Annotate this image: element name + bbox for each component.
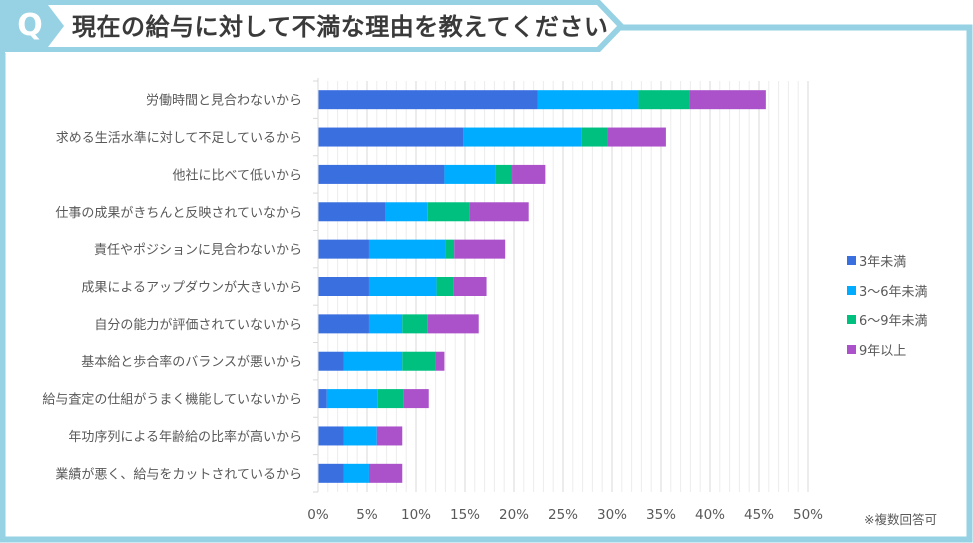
- bar-segment: [326, 389, 378, 409]
- category-label: 成果によるアップダウンが大きいから: [81, 281, 302, 296]
- bar-segment: [318, 389, 327, 409]
- bar-segment: [427, 202, 470, 222]
- x-tick-label: 10%: [401, 507, 431, 523]
- x-tick-label: 45%: [744, 507, 774, 523]
- category-labels: 労働時間と見合わないから求める生活水準に対して不足しているから他社に比べて低いか…: [42, 94, 302, 483]
- question-badge: Q: [17, 8, 43, 43]
- category-label: 他社に比べて低いから: [173, 167, 302, 183]
- category-label: 労働時間と見合わないから: [146, 94, 302, 109]
- bar-segment: [368, 463, 403, 483]
- legend-label: 3〜6年未満: [859, 284, 928, 300]
- category-label: 給与査定の仕組がうまく機能していないから: [42, 393, 302, 408]
- x-tick-label: 40%: [695, 507, 725, 523]
- bar-segment: [463, 127, 582, 147]
- legend: 3年未満 3〜6年未満 6〜9年未満 9年以上: [847, 246, 928, 364]
- legend-swatch: [847, 285, 856, 295]
- bar-segment: [436, 277, 454, 296]
- category-label: 自分の能力が評価されていないから: [94, 318, 302, 333]
- bar-segment: [435, 351, 445, 371]
- bar-segment: [318, 426, 344, 446]
- bar-segment: [343, 426, 377, 446]
- bar-segment: [385, 202, 428, 222]
- bar-segment: [427, 314, 479, 334]
- legend-item: 6〜9年未満: [847, 305, 928, 335]
- bar-segment: [368, 277, 437, 296]
- bar-segment: [445, 239, 455, 259]
- bar-segment: [318, 314, 369, 334]
- bar-segment: [377, 389, 404, 409]
- legend-item: 3〜6年未満: [847, 276, 928, 306]
- legend-item: 9年以上: [847, 335, 928, 365]
- bar-segment: [512, 164, 546, 184]
- bar-segment: [368, 314, 403, 334]
- bar-segment: [318, 127, 464, 147]
- bar-segment: [318, 164, 445, 184]
- y-axis: [313, 78, 319, 493]
- category-label: 年功序列による年齢給の比率が高いから: [68, 429, 302, 445]
- x-tick-label: 5%: [356, 507, 378, 523]
- bar-segment: [444, 164, 496, 184]
- bar-segment: [403, 389, 429, 409]
- bar-segment: [607, 127, 666, 147]
- bar-segment: [581, 127, 608, 147]
- bar-segment: [318, 239, 369, 259]
- bar-segment: [402, 351, 436, 371]
- category-label: 求める生活水準に対して不足しているから: [56, 130, 302, 146]
- bar-segment: [402, 314, 428, 334]
- bar-segment: [453, 277, 487, 296]
- x-tick-label: 35%: [646, 507, 676, 523]
- category-label: 基本給と歩合率のバランスが悪いから: [81, 354, 302, 370]
- bar-segment: [318, 277, 369, 296]
- bars: [318, 90, 766, 483]
- legend-label: 6〜9年未満: [859, 314, 928, 330]
- category-label: 仕事の成果がきちんと反映されていなから: [55, 206, 302, 221]
- x-tick-label: 30%: [597, 507, 627, 523]
- x-tick-label: 15%: [450, 507, 480, 523]
- legend-label: 9年以上: [859, 343, 907, 359]
- bar-segment: [318, 202, 386, 222]
- title-banner-inner: [48, 5, 617, 47]
- bar-segment: [343, 463, 369, 483]
- category-label: 業績が悪く、給与をカットされているから: [55, 466, 302, 482]
- legend-swatch: [847, 344, 856, 354]
- legend-label: 3年未満: [859, 255, 907, 271]
- bar-segment: [318, 351, 344, 371]
- bar-segment: [537, 90, 639, 110]
- bar-segment: [343, 351, 403, 371]
- bar-segment: [368, 239, 446, 259]
- multiple-answers-note: ※複数回答可: [864, 512, 937, 527]
- legend-swatch: [847, 256, 856, 266]
- bar-segment: [318, 463, 344, 483]
- bar-segment: [638, 90, 690, 110]
- x-tick-label: 25%: [548, 507, 578, 523]
- page-title: 現在の給与に対して不満な理由を教えてください: [72, 13, 609, 41]
- category-label: 責任やポジションに見合わないから: [94, 243, 302, 258]
- x-tick-labels: 0% 5% 10% 15% 20% 25% 30% 35% 40% 45% 50%: [307, 507, 823, 523]
- bar-segment: [495, 164, 513, 184]
- bar-segment: [376, 426, 403, 446]
- x-tick-label: 50%: [793, 507, 823, 523]
- legend-swatch: [847, 315, 856, 325]
- bar-segment: [454, 239, 506, 259]
- bar-segment: [318, 90, 538, 110]
- legend-item: 3年未満: [847, 246, 928, 276]
- x-tick-label: 0%: [307, 507, 329, 523]
- bar-segment: [689, 90, 766, 110]
- x-tick-label: 20%: [499, 507, 529, 523]
- bar-segment: [469, 202, 529, 222]
